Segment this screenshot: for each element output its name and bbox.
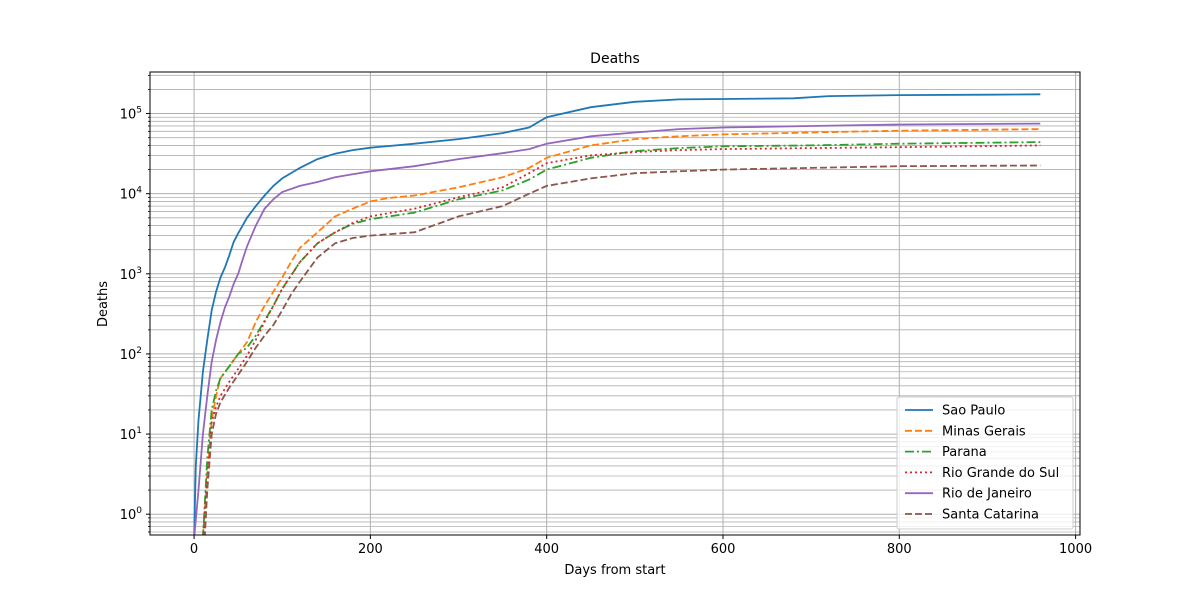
y-tick-label: 100 [120,506,143,523]
y-axis-label: Deaths [96,281,111,327]
legend-label: Minas Gerais [942,424,1026,439]
legend-label: Rio Grande do Sul [942,466,1059,481]
chart-title: Deaths [590,51,640,67]
y-tick-label: 103 [120,266,142,283]
series-line-santa-catarina [203,164,1041,535]
x-tick-label: 400 [534,542,559,557]
series-line-sao-paulo [193,93,1041,535]
x-tick-label: 800 [887,542,912,557]
legend: Sao Paulo Minas Gerais Parana Rio Grande do… [896,396,1074,530]
plot-lines [193,93,1041,535]
x-axis-label: Days from start [564,563,665,578]
x-tick-label: 600 [711,542,736,557]
series-line-parana [202,141,1041,535]
legend-label: Santa Catarina [942,508,1039,523]
y-tick-label: 101 [120,426,142,443]
y-tick-label: 102 [120,346,142,363]
x-tick-label: 1000 [1059,542,1092,557]
y-tick-label: 104 [120,186,143,203]
legend-label: Parana [942,445,987,460]
axis-ticks: 0 200 400 600 800 1000 100 101 102 103 104 105 [120,74,1092,557]
legend-label: Sao Paulo [942,404,1005,419]
x-tick-label: 0 [190,542,198,557]
series-line-rio-grande-do-sul [202,144,1041,535]
series-line-rio-de-janeiro [193,122,1041,535]
y-tick-label: 105 [120,106,142,123]
legend-box [896,396,1074,530]
plot-frame [149,71,1081,536]
legend-label: Rio de Janeiro [942,487,1032,502]
x-tick-label: 200 [358,542,383,557]
